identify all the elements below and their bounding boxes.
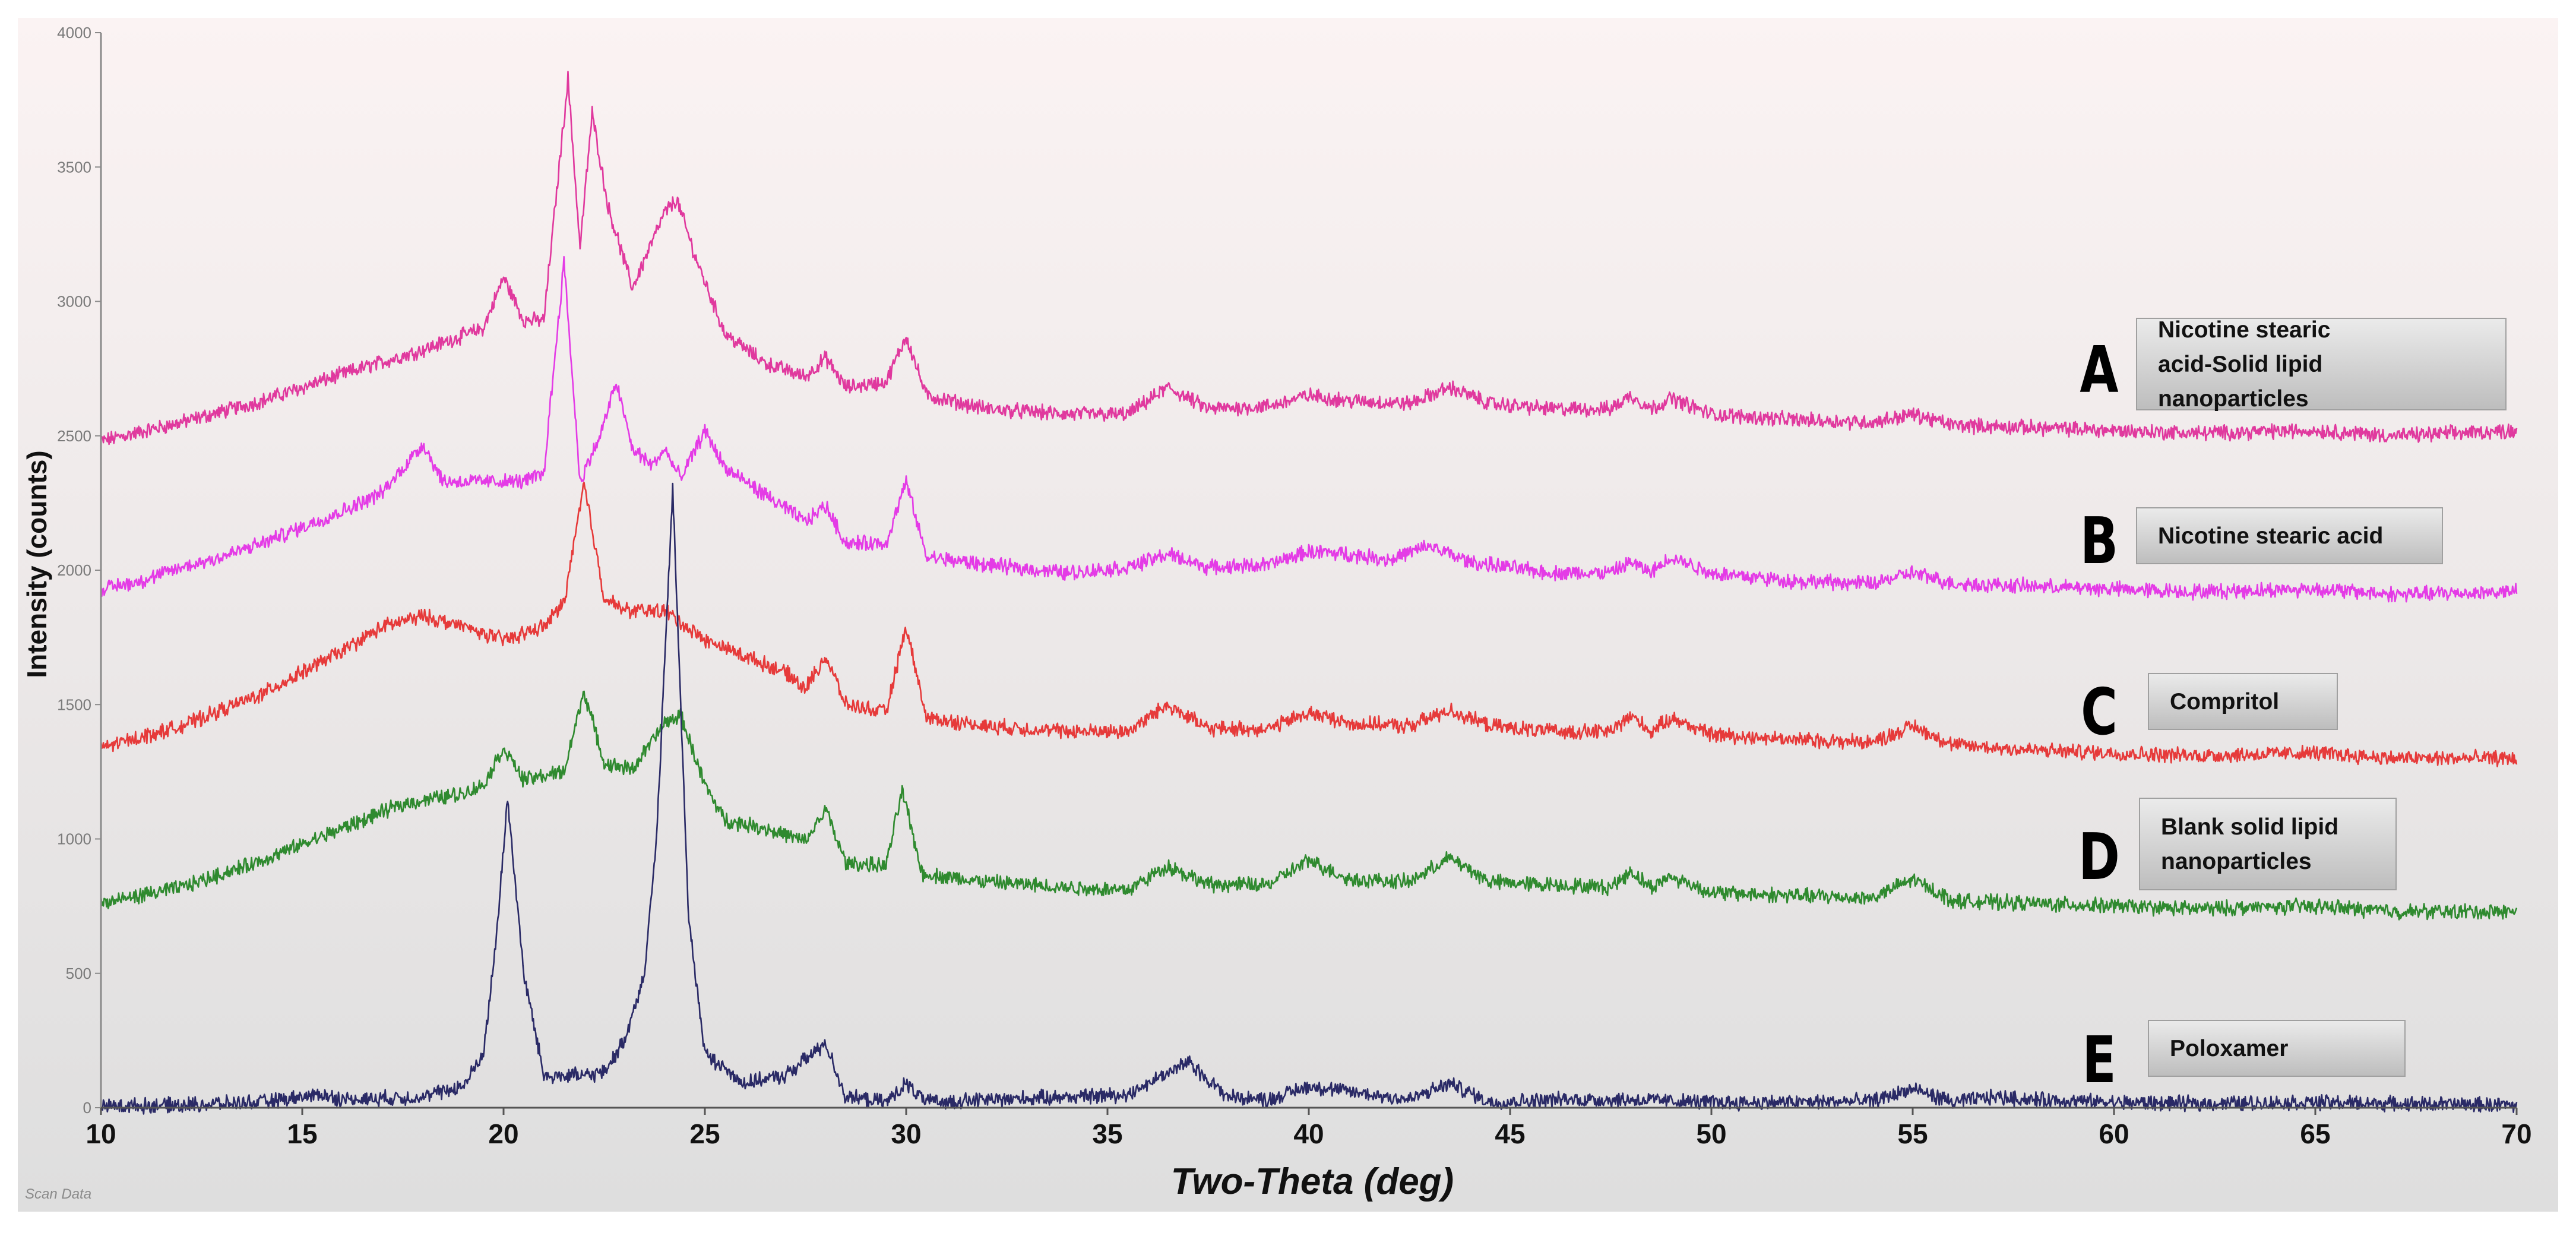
y-axis-ticks: 0 500 1000 1500 2000 2500 3000 3500 4000 <box>57 24 101 1117</box>
series-line-d <box>100 690 2518 921</box>
series-letter-e: E <box>2082 1023 2116 1098</box>
y-tick-label: 2500 <box>57 427 91 445</box>
x-tick-label: 25 <box>689 1118 720 1149</box>
series-name-box <box>2148 1020 2406 1077</box>
series-name-a: Nicotine stearic acid-Solid lipid nanopart… <box>2158 317 2330 412</box>
plot-background <box>18 18 2558 1212</box>
series-letter-d: D <box>2078 820 2120 894</box>
x-tick-label: 35 <box>1092 1118 1122 1149</box>
scan-data-label: Scan Data <box>25 1186 91 1202</box>
series-name-box <box>2148 673 2338 730</box>
x-tick-label: 15 <box>287 1118 317 1149</box>
x-tick-label: 45 <box>1495 1118 1525 1149</box>
x-axis-ticks: 10 15 20 25 30 35 40 45 50 55 60 65 70 <box>86 1108 2532 1149</box>
x-tick-label: 20 <box>488 1118 518 1149</box>
series-name-box <box>2139 798 2397 890</box>
y-tick-label: 1500 <box>57 696 91 713</box>
x-tick-label: 70 <box>2501 1118 2531 1149</box>
series-name-box <box>2136 507 2443 564</box>
series-letter-a: A <box>2080 333 2118 407</box>
y-axis-label: Intensity (counts) <box>21 450 52 678</box>
y-tick-label: 3000 <box>57 293 91 311</box>
series-letter-c: C <box>2081 675 2118 750</box>
series-name-box <box>2136 318 2507 410</box>
x-tick-label: 30 <box>891 1118 921 1149</box>
series-line-b <box>100 255 2518 603</box>
x-tick-label: 65 <box>2300 1118 2330 1149</box>
y-tick-label: 500 <box>66 965 91 982</box>
y-tick-label: 1000 <box>57 830 91 848</box>
x-axis-label: Two-Theta (deg) <box>1171 1161 1454 1202</box>
x-tick-label: 10 <box>86 1118 116 1149</box>
y-tick-label: 4000 <box>57 24 91 42</box>
series-name-c: Compritol <box>2170 689 2279 715</box>
y-tick-label: 2000 <box>57 561 91 579</box>
x-tick-label: 55 <box>1897 1118 1928 1149</box>
series-name-b: Nicotine stearic acid <box>2158 523 2383 549</box>
series-letter-b: B <box>2080 504 2118 579</box>
x-tick-label: 50 <box>1696 1118 1726 1149</box>
y-tick-label: 3500 <box>57 158 91 176</box>
x-tick-label: 40 <box>1293 1118 1324 1149</box>
series-line-a <box>100 71 2518 445</box>
series-line-c <box>100 482 2518 767</box>
y-tick-label: 0 <box>83 1099 91 1117</box>
series-labels: A Nicotine stearic acid-Solid lipid nanopar… <box>2078 317 2507 1098</box>
series-name-e: Poloxamer <box>2170 1036 2288 1061</box>
x-tick-label: 60 <box>2099 1118 2129 1149</box>
series-name-d: Blank solid lipid nanoparticles <box>2161 814 2338 874</box>
